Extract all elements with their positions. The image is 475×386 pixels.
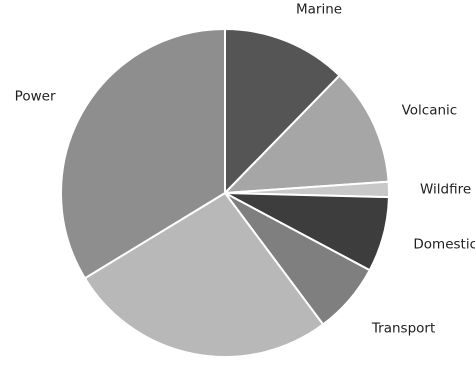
slice-label-volcanic: Volcanic [402, 102, 458, 118]
pie-slice-power [60, 27, 226, 280]
slice-label-marine: Marine [296, 2, 342, 18]
pie-slice-industry [83, 191, 325, 359]
slice-label-transport: Transport [371, 321, 435, 337]
slice-label-domestic: Domestic [413, 237, 475, 253]
slice-label-power: Power [15, 89, 56, 105]
pie-slice-marine [224, 27, 341, 196]
slice-label-wildfire: Wildfire [420, 182, 471, 198]
pie-slices [60, 27, 391, 359]
pie-labels: MarineVolcanicWildfireDomesticTransportI… [15, 2, 475, 337]
pie-slice-volcanic [222, 74, 390, 195]
